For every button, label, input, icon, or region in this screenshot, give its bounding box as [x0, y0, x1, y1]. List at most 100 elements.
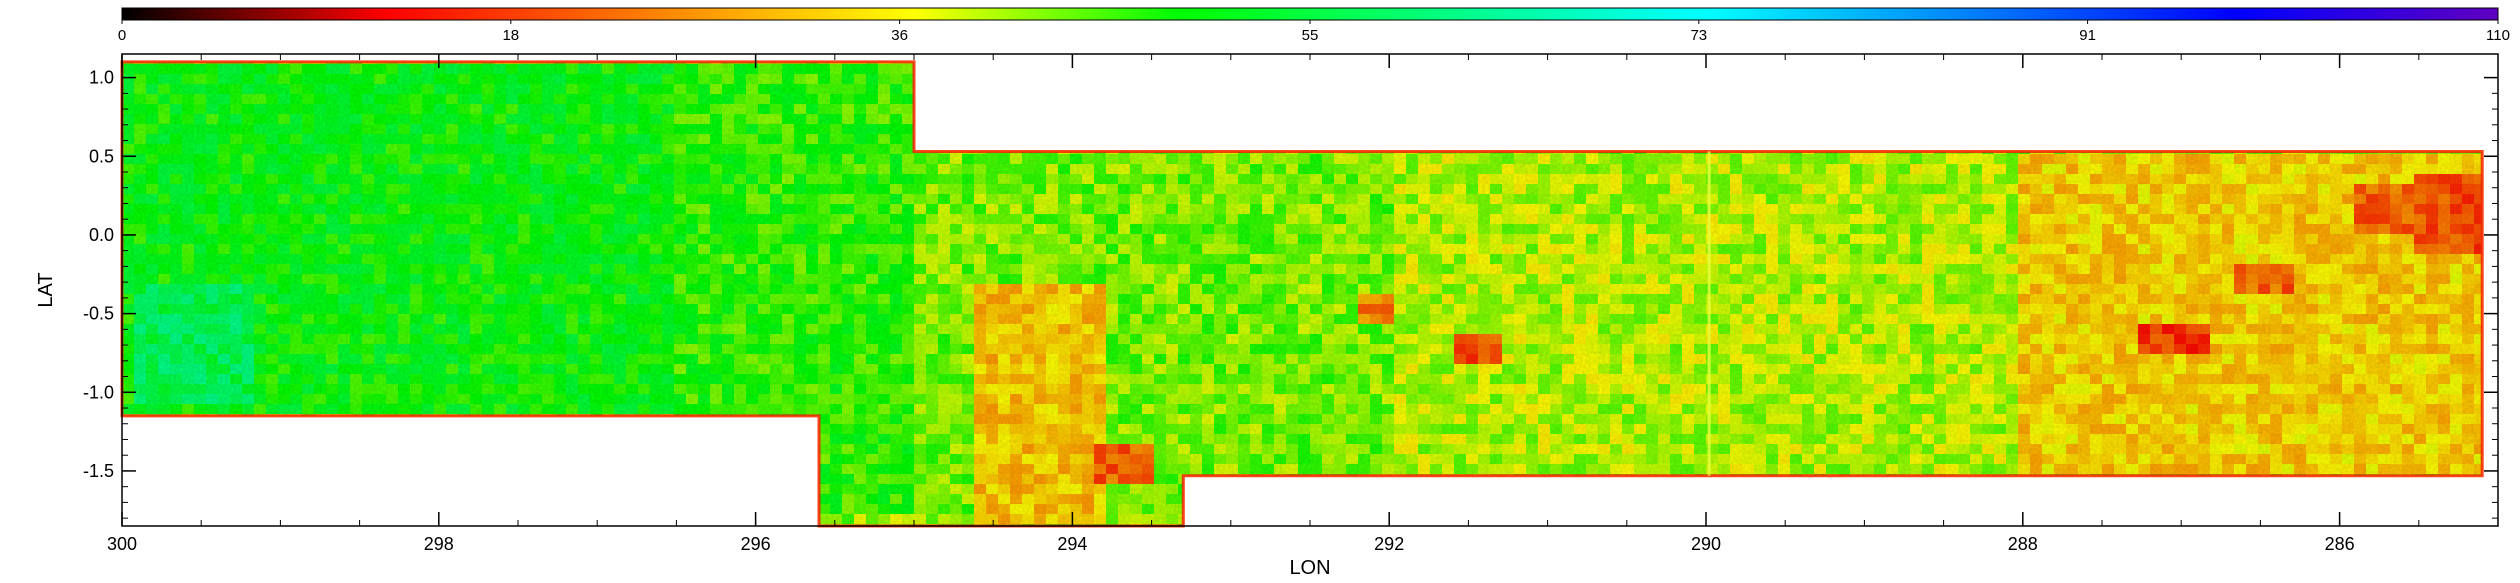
heatmap-cell [2042, 84, 2055, 95]
heatmap-cell [1814, 61, 1827, 65]
heatmap-cell [1106, 64, 1119, 75]
heatmap-cell [2258, 124, 2271, 135]
heatmap-cell [1622, 64, 1635, 75]
heatmap-cell [1862, 104, 1875, 115]
heatmap-cell [1538, 84, 1551, 95]
heatmap-cell [1598, 124, 1611, 135]
heatmap-cell [974, 114, 987, 125]
heatmap-cell [2390, 124, 2403, 135]
heatmap-cell [1214, 84, 1227, 95]
heatmap-cell [2402, 61, 2415, 65]
heatmap-cell [1442, 61, 1455, 65]
heatmap-cell [1298, 64, 1311, 75]
heatmap-cell [2054, 84, 2067, 95]
heatmap-cell [1118, 84, 1131, 95]
heatmap-cell [2018, 61, 2031, 65]
heatmap-cell [2066, 134, 2079, 145]
heatmap-cell [1718, 84, 1731, 95]
heatmap-cell [1946, 104, 1959, 115]
heatmap-cell [1046, 134, 1059, 145]
heatmap-cell [2438, 134, 2451, 145]
heatmap-cell [1094, 74, 1107, 85]
heatmap-cell [1274, 64, 1287, 75]
heatmap-cell [1670, 74, 1683, 85]
heatmap-cell [2102, 104, 2115, 115]
heatmap-cell [1982, 64, 1995, 75]
heatmap-cell [2090, 94, 2103, 105]
heatmap-cell [938, 124, 951, 135]
heatmap-cell [1622, 84, 1635, 95]
heatmap-cell [1094, 84, 1107, 95]
heatmap-cell [962, 61, 975, 65]
heatmap-cell [2330, 64, 2343, 75]
heatmap-cell [1130, 114, 1143, 125]
heatmap-cell [1838, 94, 1851, 105]
heatmap-cell [1010, 94, 1023, 105]
heatmap-cell [914, 124, 927, 135]
heatmap-cell [1634, 104, 1647, 115]
heatmap-cell [1274, 114, 1287, 125]
heatmap-cell [2018, 94, 2031, 105]
heatmap-cell [1010, 104, 1023, 115]
heatmap-cell [1310, 94, 1323, 105]
heatmap-cell [1790, 104, 1803, 115]
heatmap-cell [1274, 94, 1287, 105]
heatmap-cell [1838, 124, 1851, 135]
heatmap-cell [1538, 94, 1551, 105]
heatmap-cell [1886, 134, 1899, 145]
heatmap-cell [1742, 64, 1755, 75]
heatmap-cell [1466, 64, 1479, 75]
heatmap-cell [2282, 134, 2295, 145]
heatmap-cell [1718, 124, 1731, 135]
heatmap-cell [1346, 124, 1359, 135]
heatmap-cell [1730, 134, 1743, 145]
heatmap-cell [2450, 104, 2463, 115]
heatmap-cell [2102, 64, 2115, 75]
heatmap-cell [2450, 61, 2463, 65]
heatmap-cell [2486, 124, 2499, 135]
heatmap-cell [2150, 74, 2163, 85]
heatmap-cell [1610, 104, 1623, 115]
heatmap-cell [1370, 64, 1383, 75]
heatmap-cell [1886, 114, 1899, 125]
heatmap-cell [2294, 84, 2307, 95]
heatmap-cell [1910, 134, 1923, 145]
heatmap-cell [1142, 74, 1155, 85]
heatmap-cell [1970, 84, 1983, 95]
heatmap-cell [1790, 61, 1803, 65]
heatmap-cell [1322, 61, 1335, 65]
heatmap-cell [1502, 94, 1515, 105]
heatmap-cell [2486, 144, 2499, 155]
heatmap-cell [1406, 64, 1419, 75]
heatmap-cell [1682, 84, 1695, 95]
heatmap-cell [1526, 74, 1539, 85]
heatmap-cell [2102, 61, 2115, 65]
heatmap-cell [1298, 94, 1311, 105]
heatmap-cell [1082, 74, 1095, 85]
heatmap-cell [2150, 64, 2163, 75]
heatmap-cell [1850, 114, 1863, 125]
heatmap-cell [1382, 94, 1395, 105]
heatmap-cell [2054, 114, 2067, 125]
heatmap-cell [1970, 134, 1983, 145]
heatmap-cell [1358, 134, 1371, 145]
heatmap-cell [1082, 84, 1095, 95]
heatmap-cell [1490, 104, 1503, 115]
heatmap-cell [1754, 84, 1767, 95]
heatmap-cell [1922, 104, 1935, 115]
heatmap-cell [1430, 94, 1443, 105]
heatmap-cell [1754, 114, 1767, 125]
heatmap-cell [1214, 74, 1227, 85]
heatmap-cell [1826, 61, 1839, 65]
heatmap-cell [1742, 124, 1755, 135]
heatmap-cell [1166, 104, 1179, 115]
heatmap-cell [962, 114, 975, 125]
heatmap-cell [2018, 84, 2031, 95]
heatmap-cell [2258, 104, 2271, 115]
heatmap-cell [2426, 134, 2439, 145]
heatmap-cell [1154, 104, 1167, 115]
heatmap-cell [1826, 114, 1839, 125]
heatmap-cell [938, 94, 951, 105]
heatmap-cell [1802, 124, 1815, 135]
